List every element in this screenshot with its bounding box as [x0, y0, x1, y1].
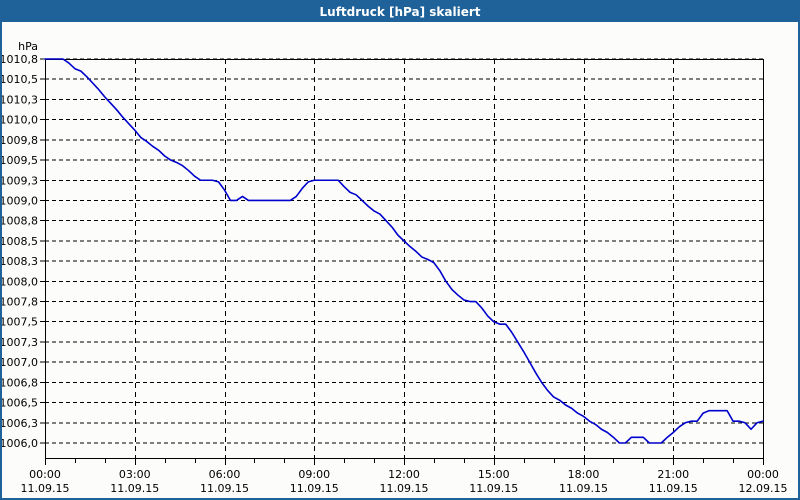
y-axis-tick-label: 1008,0	[2, 275, 38, 288]
y-axis-tick-label: 1006,0	[2, 437, 38, 450]
x-axis-tick-time: 21:00	[657, 468, 689, 481]
y-axis-tick-label: 1009,3	[2, 174, 38, 187]
x-axis-tick-date: 11.09.15	[290, 482, 339, 495]
y-axis-tick-label: 1008,8	[2, 215, 38, 228]
y-axis-tick-label: 1010,8	[2, 53, 38, 66]
x-axis-tick-time: 18:00	[568, 468, 600, 481]
x-axis-tick-time: 09:00	[298, 468, 330, 481]
pressure-line-chart: 1010,8 1010,5 1010,3 1010,0 1009,8 1009,5 1009…	[2, 40, 788, 495]
x-axis-tick-time: 00:00	[747, 468, 779, 481]
chart-area: 1010,8 1010,5 1010,3 1010,0 1009,8 1009,5 1009…	[2, 24, 798, 498]
y-axis-tick-label: 1006,5	[2, 397, 38, 410]
y-axis-tick-label: 1010,3	[2, 93, 38, 106]
x-axis-tick-date: 12.09.15	[739, 482, 788, 495]
y-axis-ticks	[40, 58, 45, 444]
y-axis-tick-label: 1008,3	[2, 255, 38, 268]
y-axis-tick-label: 1006,3	[2, 417, 38, 430]
y-axis-tick-label: 1009,5	[2, 154, 38, 167]
x-axis-tick-labels: 00:0011.09.1503:0011.09.1506:0011.09.150…	[21, 468, 788, 495]
x-axis-tick-time: 15:00	[478, 468, 510, 481]
x-axis-tick-time: 03:00	[119, 468, 151, 481]
y-axis-tick-label: 1009,0	[2, 194, 38, 207]
x-axis-tick-date: 11.09.15	[21, 482, 70, 495]
page-title: Luftdruck [hPa] skaliert	[319, 5, 481, 19]
x-axis-tick-time: 12:00	[388, 468, 420, 481]
x-axis-tick-date: 11.09.15	[200, 482, 249, 495]
y-axis-tick-label: 1007,3	[2, 336, 38, 349]
y-axis-tick-label: 1007,8	[2, 296, 38, 309]
x-axis-minor-ticks	[45, 458, 764, 465]
x-axis-tick-date: 11.09.15	[649, 482, 698, 495]
y-axis-tick-labels: 1010,8 1010,5 1010,3 1010,0 1009,8 1009,5 1009…	[2, 53, 38, 450]
y-axis-unit-label: hPa	[18, 40, 38, 53]
y-axis-unit-label: hPa	[18, 40, 38, 53]
x-axis-tick-date: 11.09.15	[380, 482, 429, 495]
series-line-luftdruck	[44, 58, 764, 444]
y-axis-tick-label: 1009,8	[2, 134, 38, 147]
series-group	[44, 58, 764, 444]
y-axis-tick-label: 1010,5	[2, 73, 38, 86]
y-axis-tick-label: 1008,5	[2, 235, 38, 248]
y-axis-tick-label: 1007,5	[2, 316, 38, 329]
x-axis-tick-time: 00:00	[29, 468, 61, 481]
x-axis-tick-date: 11.09.15	[110, 482, 159, 495]
x-axis-tick-date: 11.09.15	[559, 482, 608, 495]
y-axis-tick-label: 1006,8	[2, 376, 38, 389]
y-axis-tick-label: 1010,0	[2, 114, 38, 127]
vertical-gridlines	[135, 59, 674, 458]
window-title-bar: Luftdruck [hPa] skaliert	[2, 2, 798, 22]
y-axis-tick-label: 1007,0	[2, 356, 38, 369]
x-axis-tick-time: 06:00	[209, 468, 241, 481]
x-axis-tick-date: 11.09.15	[469, 482, 518, 495]
